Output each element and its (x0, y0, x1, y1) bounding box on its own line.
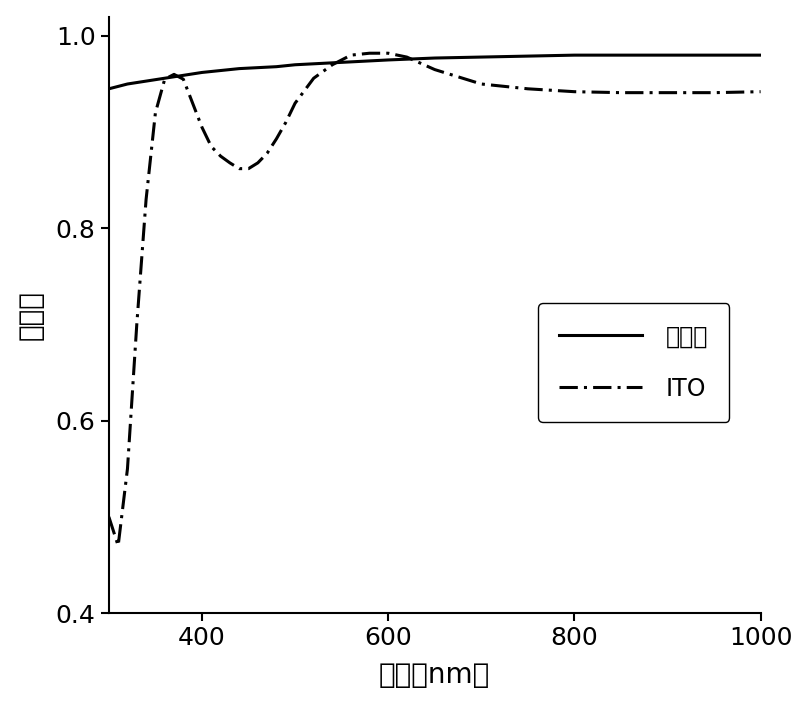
石墨烯 (523, 52, 532, 60)
ITO (402, 53, 412, 61)
ITO (123, 465, 133, 473)
石墨烯 (160, 74, 170, 83)
石墨烯 (477, 53, 486, 61)
Line: ITO: ITO (109, 53, 760, 546)
石墨烯 (570, 51, 579, 59)
石墨烯 (663, 51, 672, 59)
石墨烯 (253, 64, 263, 72)
石墨烯 (123, 80, 133, 88)
ITO (206, 143, 216, 151)
ITO (244, 164, 253, 173)
ITO (104, 513, 114, 521)
ITO (272, 135, 282, 143)
石墨烯 (309, 59, 319, 68)
Line: 石墨烯: 石墨烯 (109, 55, 760, 89)
ITO (281, 118, 290, 126)
石墨烯 (197, 68, 207, 77)
ITO (188, 99, 197, 107)
ITO (290, 99, 300, 107)
ITO (709, 88, 719, 97)
ITO (346, 51, 356, 59)
ITO (616, 88, 626, 97)
ITO (309, 74, 319, 83)
ITO (365, 49, 375, 57)
ITO (113, 542, 123, 550)
ITO (225, 159, 235, 167)
石墨烯 (430, 54, 439, 62)
ITO (160, 75, 170, 83)
石墨烯 (235, 64, 244, 73)
石墨烯 (179, 71, 188, 80)
石墨烯 (365, 56, 375, 65)
ITO (570, 88, 579, 96)
石墨烯 (709, 51, 719, 59)
石墨烯 (328, 59, 337, 67)
ITO (253, 159, 263, 167)
ITO (235, 164, 244, 173)
ITO (663, 88, 672, 97)
ITO (328, 61, 337, 69)
石墨烯 (346, 58, 356, 66)
ITO (430, 66, 439, 74)
ITO (169, 70, 179, 78)
ITO (756, 88, 765, 96)
ITO (216, 152, 226, 160)
ITO (150, 109, 160, 117)
ITO (197, 123, 207, 131)
石墨烯 (104, 85, 114, 93)
石墨烯 (383, 56, 393, 64)
石墨烯 (142, 77, 151, 85)
X-axis label: 波长（nm）: 波长（nm） (379, 662, 490, 689)
石墨烯 (216, 66, 226, 75)
石墨烯 (272, 62, 282, 71)
ITO (142, 195, 151, 203)
ITO (132, 321, 142, 329)
Legend: 石墨烯, ITO: 石墨烯, ITO (538, 303, 729, 422)
石墨烯 (756, 51, 765, 59)
ITO (262, 149, 272, 157)
石墨烯 (616, 51, 626, 59)
ITO (523, 85, 532, 93)
ITO (179, 75, 188, 83)
ITO (477, 80, 486, 88)
Y-axis label: 透射率: 透射率 (17, 290, 44, 340)
石墨烯 (290, 61, 300, 69)
ITO (383, 49, 393, 57)
